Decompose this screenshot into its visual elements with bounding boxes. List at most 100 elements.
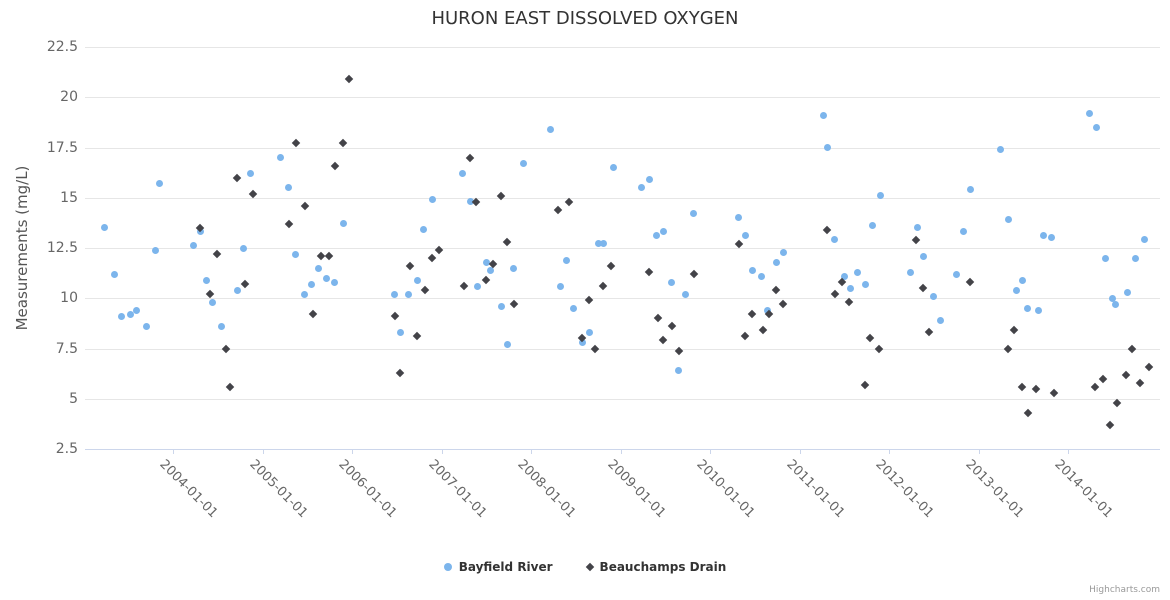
data-point-bayfield-river[interactable] [906, 268, 914, 276]
data-point-bayfield-river[interactable] [404, 290, 412, 298]
data-point-bayfield-river[interactable] [284, 184, 292, 192]
data-point-beauchamps-drain[interactable] [482, 275, 491, 285]
data-point-beauchamps-drain[interactable] [212, 249, 222, 259]
data-point-bayfield-river[interactable] [482, 258, 490, 266]
data-point-bayfield-river[interactable] [292, 250, 300, 258]
data-point-bayfield-river[interactable] [840, 272, 848, 280]
data-point-beauchamps-drain[interactable] [248, 189, 257, 198]
data-point-bayfield-river[interactable] [847, 284, 854, 292]
data-point-beauchamps-drain[interactable] [427, 253, 436, 263]
data-point-bayfield-river[interactable] [690, 210, 698, 218]
data-point-beauchamps-drain[interactable] [599, 281, 608, 291]
data-point-bayfield-river[interactable] [862, 280, 870, 288]
data-point-beauchamps-drain[interactable] [553, 205, 563, 215]
data-point-beauchamps-drain[interactable] [1098, 374, 1108, 383]
data-point-beauchamps-drain[interactable] [758, 326, 768, 335]
data-point-bayfield-river[interactable] [413, 276, 421, 284]
data-point-bayfield-river[interactable] [233, 286, 241, 294]
data-point-beauchamps-drain[interactable] [667, 322, 676, 331]
data-point-bayfield-river[interactable] [510, 264, 518, 272]
data-point-bayfield-river[interactable] [466, 198, 474, 206]
data-point-bayfield-river[interactable] [504, 340, 512, 348]
data-point-bayfield-river[interactable] [330, 278, 338, 286]
data-point-bayfield-river[interactable] [190, 242, 198, 250]
data-point-bayfield-river[interactable] [247, 170, 255, 178]
data-point-bayfield-river[interactable] [497, 302, 505, 310]
data-point-beauchamps-drain[interactable] [472, 197, 481, 207]
data-point-beauchamps-drain[interactable] [564, 197, 573, 207]
data-point-bayfield-river[interactable] [1102, 254, 1110, 262]
data-point-beauchamps-drain[interactable] [860, 380, 870, 389]
data-point-bayfield-river[interactable] [869, 222, 877, 230]
data-point-beauchamps-drain[interactable] [1121, 370, 1131, 379]
data-point-bayfield-river[interactable] [966, 186, 974, 194]
data-point-beauchamps-drain[interactable] [324, 251, 333, 261]
data-point-bayfield-river[interactable] [820, 111, 828, 119]
data-point-bayfield-river[interactable] [1109, 294, 1117, 302]
data-point-bayfield-river[interactable] [569, 304, 577, 312]
data-point-bayfield-river[interactable] [323, 274, 331, 282]
data-point-beauchamps-drain[interactable] [747, 310, 757, 319]
data-point-beauchamps-drain[interactable] [844, 298, 853, 307]
data-point-beauchamps-drain[interactable] [1128, 344, 1137, 353]
data-point-beauchamps-drain[interactable] [345, 74, 354, 84]
data-point-bayfield-river[interactable] [202, 276, 210, 284]
data-point-bayfield-river[interactable] [301, 290, 309, 298]
data-point-bayfield-river[interactable] [142, 322, 150, 330]
data-point-bayfield-river[interactable] [276, 154, 284, 162]
data-point-bayfield-river[interactable] [557, 282, 565, 290]
data-point-bayfield-river[interactable] [1131, 254, 1139, 262]
data-point-beauchamps-drain[interactable] [241, 279, 250, 289]
data-point-bayfield-river[interactable] [458, 170, 466, 178]
data-point-bayfield-river[interactable] [930, 292, 938, 300]
data-point-beauchamps-drain[interactable] [740, 332, 750, 341]
data-point-beauchamps-drain[interactable] [390, 312, 400, 321]
data-point-bayfield-river[interactable] [520, 160, 528, 168]
data-point-beauchamps-drain[interactable] [291, 139, 300, 148]
data-point-bayfield-river[interactable] [823, 144, 831, 151]
data-point-beauchamps-drain[interactable] [1090, 382, 1100, 391]
data-point-bayfield-river[interactable] [126, 310, 134, 318]
data-point-bayfield-river[interactable] [594, 240, 602, 248]
data-point-beauchamps-drain[interactable] [659, 336, 668, 345]
data-point-beauchamps-drain[interactable] [405, 261, 415, 271]
data-point-beauchamps-drain[interactable] [413, 332, 422, 341]
data-point-beauchamps-drain[interactable] [233, 173, 242, 182]
data-point-bayfield-river[interactable] [1034, 306, 1042, 314]
data-point-beauchamps-drain[interactable] [911, 235, 921, 245]
data-point-beauchamps-drain[interactable] [764, 310, 774, 319]
data-point-bayfield-river[interactable] [668, 278, 675, 286]
data-point-bayfield-river[interactable] [473, 282, 481, 290]
data-point-bayfield-river[interactable] [217, 322, 225, 330]
data-point-bayfield-river[interactable] [757, 272, 765, 280]
data-point-bayfield-river[interactable] [487, 266, 495, 274]
data-point-beauchamps-drain[interactable] [1135, 378, 1144, 387]
data-point-beauchamps-drain[interactable] [771, 285, 781, 295]
data-point-bayfield-river[interactable] [420, 226, 428, 234]
data-point-beauchamps-drain[interactable] [965, 277, 974, 287]
data-point-bayfield-river[interactable] [742, 232, 750, 240]
data-point-beauchamps-drain[interactable] [653, 314, 663, 323]
data-point-bayfield-river[interactable] [197, 228, 205, 236]
data-point-beauchamps-drain[interactable] [1031, 384, 1041, 393]
data-point-beauchamps-drain[interactable] [502, 237, 512, 247]
data-point-beauchamps-drain[interactable] [1003, 344, 1013, 353]
data-point-bayfield-river[interactable] [1111, 300, 1119, 308]
data-point-bayfield-river[interactable] [854, 268, 862, 276]
data-point-beauchamps-drain[interactable] [421, 285, 430, 295]
data-point-bayfield-river[interactable] [563, 256, 571, 264]
data-point-bayfield-river[interactable] [1004, 216, 1012, 224]
data-point-bayfield-river[interactable] [132, 306, 140, 314]
data-point-bayfield-river[interactable] [1048, 234, 1056, 242]
data-point-beauchamps-drain[interactable] [865, 334, 875, 343]
data-point-beauchamps-drain[interactable] [285, 219, 294, 229]
data-point-bayfield-river[interactable] [208, 298, 216, 306]
data-point-beauchamps-drain[interactable] [1112, 398, 1122, 408]
legend-item-beauchamps-drain[interactable]: Beauchamps Drain [585, 560, 726, 574]
data-point-beauchamps-drain[interactable] [1023, 408, 1032, 418]
data-point-beauchamps-drain[interactable] [874, 344, 884, 353]
data-point-bayfield-river[interactable] [118, 312, 126, 320]
data-point-bayfield-river[interactable] [585, 328, 593, 336]
data-point-beauchamps-drain[interactable] [316, 251, 325, 261]
data-point-bayfield-river[interactable] [682, 290, 690, 298]
